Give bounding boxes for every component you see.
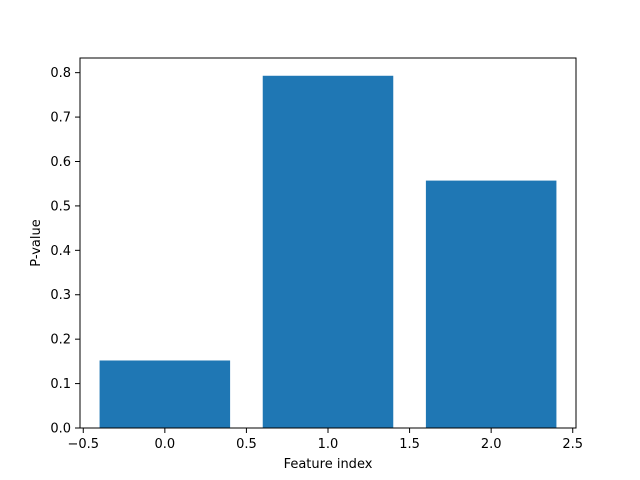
y-tick-label: 0.5: [50, 199, 71, 214]
y-tick-label: 0.2: [50, 333, 71, 348]
plot-frame: [79, 57, 577, 429]
x-tick-label: 0.0: [154, 437, 175, 452]
x-axis-ticks: −0.5 0.0 0.5 1.0 1.5 2.0 2.5: [67, 428, 583, 452]
y-axis-label: P-value: [29, 219, 44, 266]
x-tick-label: 0.5: [236, 437, 257, 452]
bar-2: [425, 180, 557, 428]
bars-group: [99, 75, 557, 429]
y-axis-ticks: 0.0 0.1 0.2 0.3 0.4 0.5 0.6 0.7 0.8: [50, 66, 80, 437]
y-tick-label: 0.4: [50, 244, 71, 259]
bar-0: [99, 360, 231, 428]
y-tick-label: 0.6: [50, 155, 71, 170]
y-tick-label: 0.3: [50, 288, 71, 303]
x-tick-label: 1.0: [318, 437, 339, 452]
x-axis-label: Feature index: [284, 457, 373, 472]
x-tick-label: 1.5: [399, 437, 420, 452]
x-tick-label: 2.0: [481, 437, 502, 452]
bar-1: [262, 75, 394, 429]
y-tick-label: 0.8: [50, 66, 71, 81]
y-tick-label: 0.1: [50, 377, 71, 392]
y-tick-label: 0.7: [50, 111, 71, 126]
x-tick-label: −0.5: [67, 437, 99, 452]
x-tick-label: 2.5: [562, 437, 583, 452]
y-tick-label: 0.0: [50, 422, 71, 437]
